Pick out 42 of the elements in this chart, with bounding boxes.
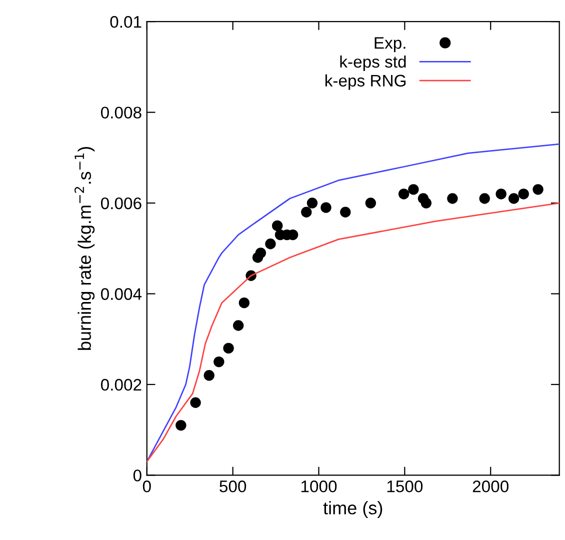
point [420,198,432,208]
y-tick-label: 0 [133,470,142,482]
point [479,193,490,204]
point [496,188,506,200]
y-tick-label: 0.004 [100,288,142,300]
legend-label: k-eps RNG [325,74,406,90]
point [238,297,250,308]
point [447,193,458,204]
point [255,248,266,258]
point [365,198,376,208]
legend-label: k-eps std [340,55,406,72]
x-axis-title: time (s) [323,501,382,518]
point [232,320,244,331]
x-tick-label: 1500 [387,480,423,492]
point [518,188,529,200]
point [398,188,410,200]
point [508,193,520,204]
point [301,206,312,218]
x-tick-label: 1000 [301,480,337,492]
line-series [146,143,560,462]
y-tick-label: 0.002 [100,378,142,391]
point [272,220,283,232]
legend-label: Exp. [374,37,406,52]
point [214,356,224,368]
point [265,238,276,250]
point [190,397,201,408]
point [408,184,419,195]
y-tick-label: 0.006 [100,197,142,210]
point [204,370,214,381]
x-tick-label: 2000 [472,480,508,492]
point [306,198,318,208]
y-axis-title: burning rate (kg.m$^{−2}$.s$^{−1}$) [74,147,95,350]
point [532,184,544,195]
y-tick-label: 0.008 [100,106,142,119]
line-series [146,202,560,462]
point [176,420,186,431]
y-tick-label: 0.01 [110,16,142,28]
point [223,342,234,354]
x-tick-label: 0 [142,480,151,492]
x-tick-label: 500 [220,480,246,492]
point [340,206,351,218]
point [320,202,332,213]
